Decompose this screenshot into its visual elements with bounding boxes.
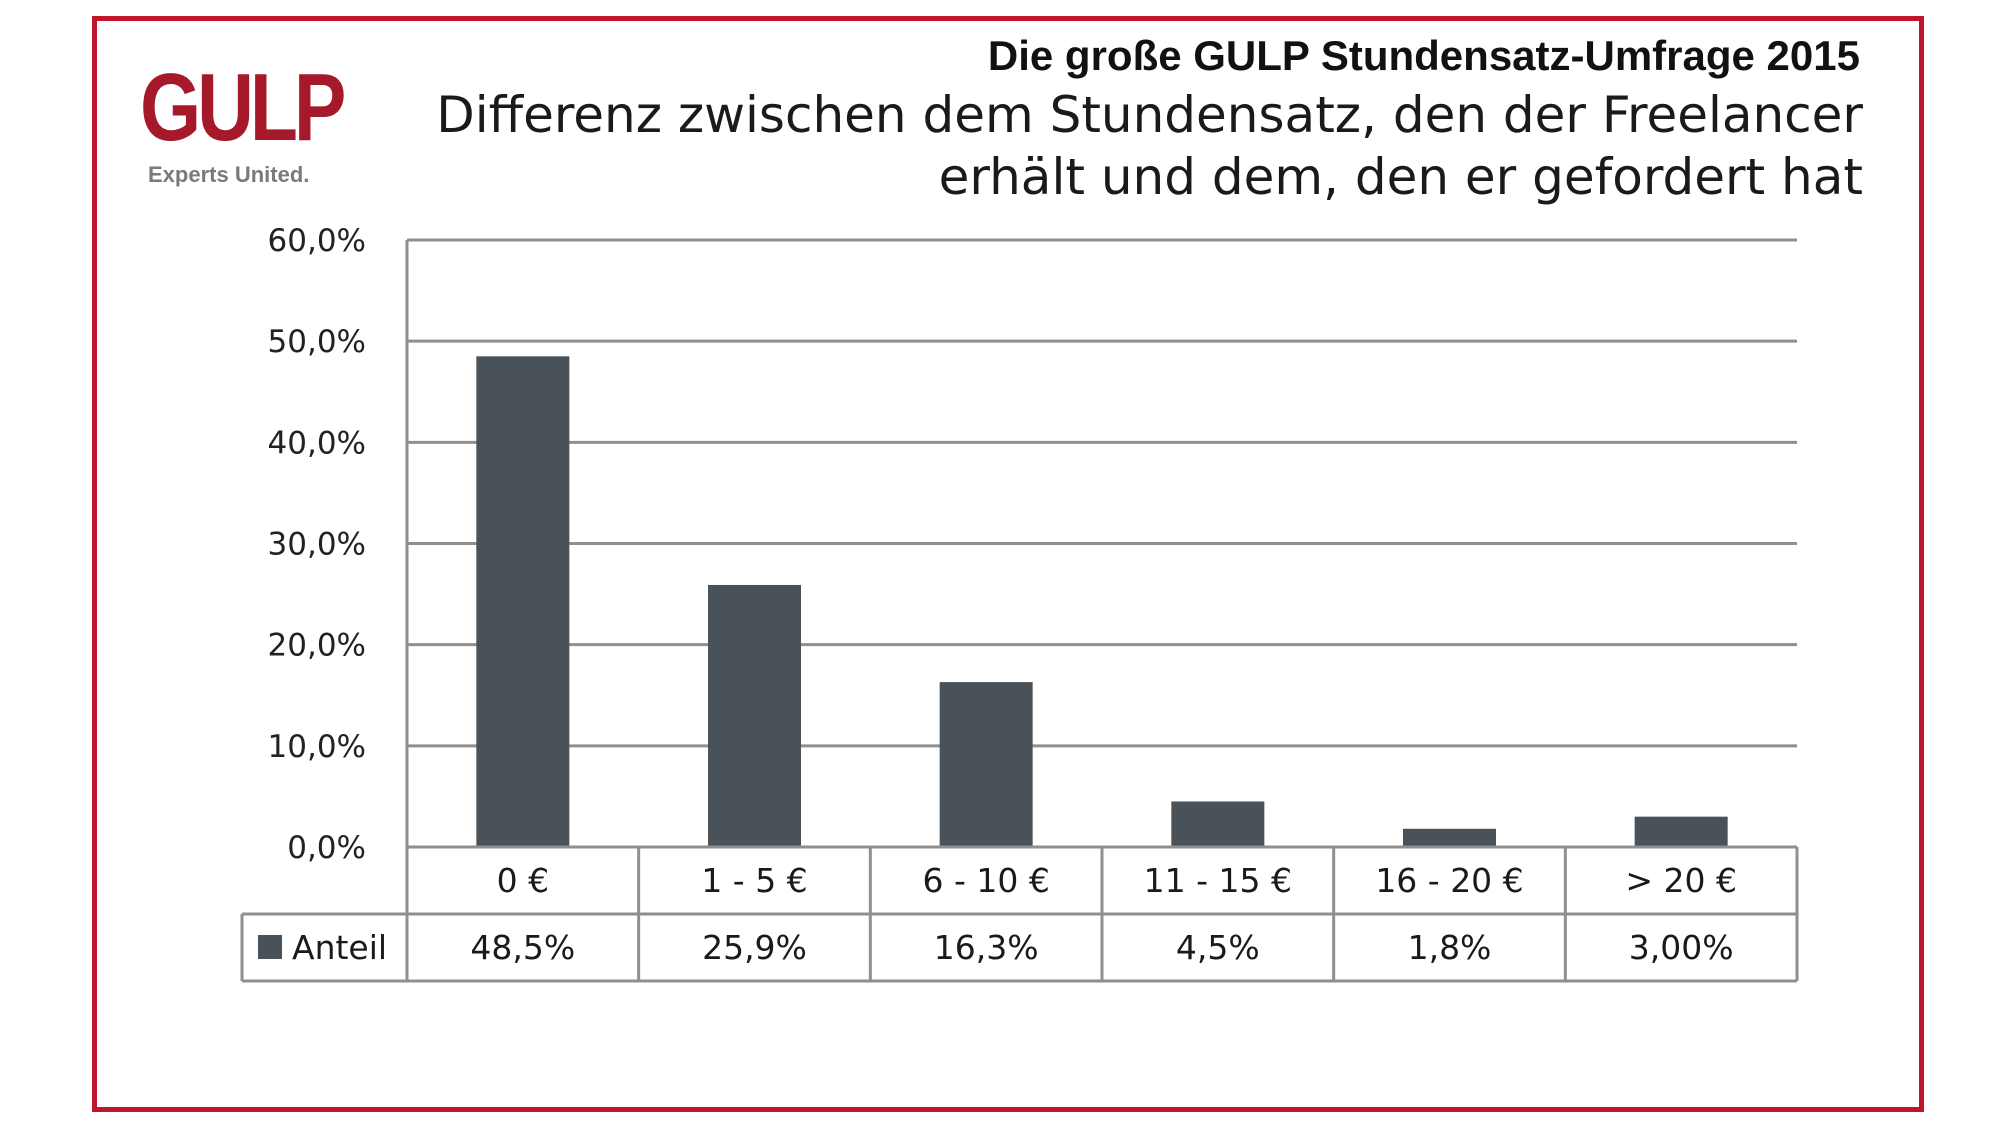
y-tick-label: 20,0% xyxy=(268,628,366,664)
bar xyxy=(708,584,801,847)
y-tick-label: 30,0% xyxy=(268,527,366,563)
subtitle-line-2: erhält und dem, den er gefordert hat xyxy=(938,148,1863,206)
category-label: > 20 € xyxy=(1625,861,1737,900)
subtitle-line-1: Differenz zwischen dem Stundensatz, den … xyxy=(436,86,1863,144)
category-label: 0 € xyxy=(497,861,549,900)
chart-title: Die große GULP Stundensatz-Umfrage 2015 xyxy=(987,32,1860,79)
legend-swatch xyxy=(258,935,282,959)
legend-label: Anteil xyxy=(292,928,387,967)
category-label: 1 - 5 € xyxy=(701,861,807,900)
bar xyxy=(476,356,570,847)
logo-wordmark: GULP xyxy=(140,54,346,161)
y-tick-label: 40,0% xyxy=(268,425,366,461)
value-label: 16,3% xyxy=(934,928,1039,967)
gulp-logo: GULP Experts United. xyxy=(140,54,346,190)
chart-frame xyxy=(92,16,1924,1112)
y-tick-label: 10,0% xyxy=(268,729,366,765)
bar xyxy=(1634,816,1728,847)
y-tick-label: 0,0% xyxy=(287,830,366,866)
value-label: 48,5% xyxy=(470,928,575,967)
category-label: 6 - 10 € xyxy=(922,861,1049,900)
category-label: 11 - 15 € xyxy=(1144,861,1292,900)
y-tick-label: 60,0% xyxy=(268,223,366,259)
value-label: 4,5% xyxy=(1176,928,1260,967)
value-label: 1,8% xyxy=(1408,928,1492,967)
y-tick-label: 50,0% xyxy=(268,324,366,360)
category-label: 16 - 20 € xyxy=(1375,861,1523,900)
logo-tagline: Experts United. xyxy=(148,162,310,187)
chart-subtitle: Differenz zwischen dem Stundensatz, den … xyxy=(363,84,1863,208)
bar xyxy=(1403,828,1496,847)
bar xyxy=(1171,801,1265,847)
value-label: 3,00% xyxy=(1629,928,1734,967)
bar xyxy=(939,682,1033,847)
value-label: 25,9% xyxy=(702,928,807,967)
